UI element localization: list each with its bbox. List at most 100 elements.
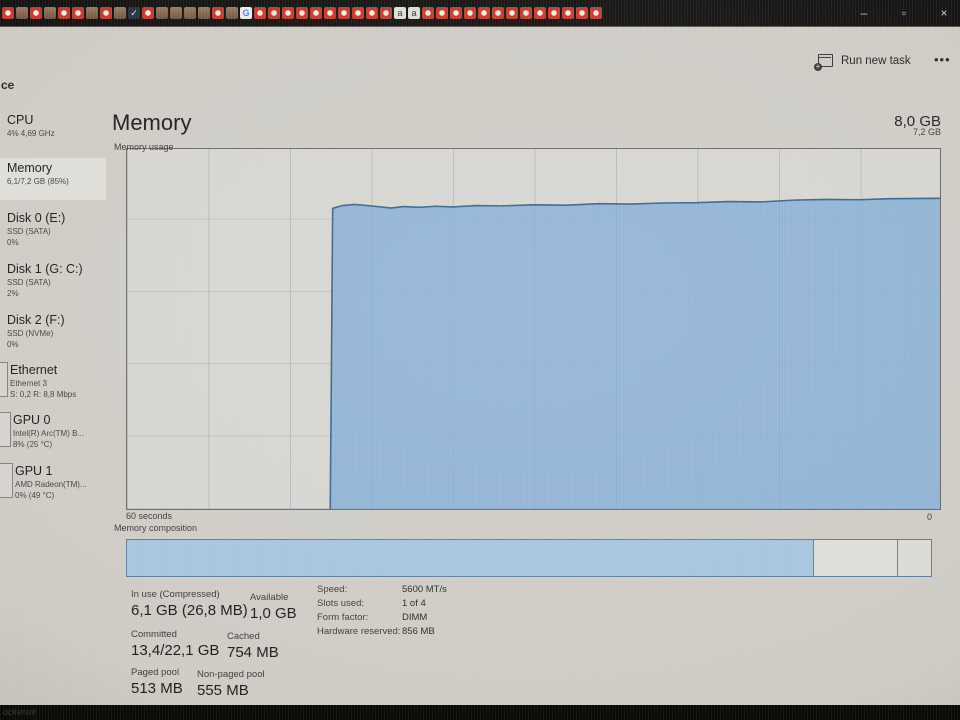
- mini-chart-edge: [0, 362, 8, 397]
- stat-paged-pool: Paged pool 513 MB: [131, 667, 183, 698]
- browser-tab-red-icon[interactable]: [282, 7, 294, 19]
- browser-tab-face-icon[interactable]: [198, 7, 210, 19]
- stat-value: 13,4/22,1 GB: [131, 642, 220, 659]
- stat-value: 555 MB: [197, 682, 249, 699]
- browser-tab-red-icon[interactable]: [464, 7, 476, 19]
- browser-tab-a-icon[interactable]: a: [408, 7, 420, 19]
- stat-label: Non-paged pool: [197, 669, 265, 680]
- sidebar-item-disk0[interactable]: Disk 0 (E:) SSD (SATA) 0%: [0, 208, 106, 251]
- browser-tab-red-icon[interactable]: [142, 7, 154, 19]
- performance-title-fragment: ce: [1, 78, 15, 92]
- sidebar-item-sub: 0%: [7, 340, 19, 349]
- sidebar-item-sub: 8% (25 °C): [13, 440, 53, 449]
- stat-committed: Committed 13,4/22,1 GB: [131, 629, 219, 660]
- sidebar-item-label: CPU: [7, 113, 34, 127]
- browser-tab-red-icon[interactable]: [58, 7, 70, 19]
- browser-tab-red-icon[interactable]: [296, 7, 308, 19]
- browser-tab-face-icon[interactable]: [86, 7, 98, 19]
- composition-segment-in-use: [127, 540, 815, 576]
- browser-tab-a-icon[interactable]: a: [394, 7, 406, 19]
- browser-tab-red-icon[interactable]: [268, 7, 280, 19]
- taskbar-strip: ockerwit: [0, 705, 960, 720]
- stat-label: In use (Compressed): [131, 589, 220, 600]
- total-memory-value: 8,0 GB: [894, 113, 941, 130]
- browser-tab-red-icon[interactable]: [576, 7, 588, 19]
- sidebar-item-gpu1[interactable]: GPU 1 AMD Radeon(TM)... 0% (49 °C): [0, 461, 106, 504]
- browser-tab-face-icon[interactable]: [170, 7, 182, 19]
- sidebar-item-sub: SSD (SATA): [7, 278, 51, 287]
- detail-label: Speed:: [317, 584, 348, 595]
- sidebar-item-sub: SSD (NVMe): [7, 329, 54, 338]
- stat-value: 754 MB: [227, 644, 279, 661]
- browser-tab-red-icon[interactable]: [72, 7, 84, 19]
- maximize-button[interactable]: ▫: [901, 6, 907, 20]
- browser-tab-red-icon[interactable]: [254, 7, 266, 19]
- browser-tab-red-icon[interactable]: [492, 7, 504, 19]
- browser-tab-red-icon[interactable]: [436, 7, 448, 19]
- browser-tab-red-icon[interactable]: [352, 7, 364, 19]
- stat-value: 513 MB: [131, 680, 183, 697]
- browser-tab-red-icon[interactable]: [520, 7, 532, 19]
- sidebar-item-memory[interactable]: Memory 6,1/7,2 GB (85%): [0, 158, 106, 200]
- sidebar-item-label: Disk 2 (F:): [7, 313, 65, 327]
- sidebar-item-sub: 0% (49 °C): [15, 491, 55, 500]
- detail-label: Hardware reserved:: [317, 626, 401, 637]
- detail-label: Form factor:: [317, 612, 369, 623]
- browser-tab-red-icon[interactable]: [562, 7, 574, 19]
- page-title: Memory: [112, 110, 192, 135]
- browser-tab-google-icon[interactable]: G: [240, 7, 252, 19]
- memory-composition-label: Memory composition: [114, 523, 198, 533]
- browser-tab-red-icon[interactable]: [534, 7, 546, 19]
- browser-tab-red-icon[interactable]: [310, 7, 322, 19]
- sidebar-item-sub: 6,1/7,2 GB (85%): [7, 177, 69, 186]
- mini-chart-edge: [0, 412, 11, 447]
- detail-value: DIMM: [402, 612, 428, 623]
- sidebar-item-disk2[interactable]: Disk 2 (F:) SSD (NVMe) 0%: [0, 310, 106, 353]
- stat-label: Available: [250, 592, 289, 603]
- more-options-button[interactable]: •••: [934, 52, 951, 67]
- browser-tab-red-icon[interactable]: [366, 7, 378, 19]
- sidebar-item-disk1[interactable]: Disk 1 (G: C:) SSD (SATA) 2%: [0, 259, 106, 302]
- sidebar-item-cpu[interactable]: CPU 4% 4,69 GHz: [0, 110, 106, 142]
- browser-tab-red-icon[interactable]: [212, 7, 224, 19]
- sidebar-item-label: Disk 1 (G: C:): [7, 262, 83, 276]
- browser-tab-red-icon[interactable]: [590, 7, 602, 19]
- browser-tab-red-icon[interactable]: [422, 7, 434, 19]
- browser-tab-red-icon[interactable]: [450, 7, 462, 19]
- detail-value: 5600 MT/s: [402, 584, 447, 595]
- browser-tab-face-icon[interactable]: [44, 7, 56, 19]
- stat-label: Cached: [227, 631, 260, 642]
- browser-tab-face-icon[interactable]: [226, 7, 238, 19]
- browser-tab-face-icon[interactable]: [156, 7, 168, 19]
- sidebar-item-sub: Ethernet 3: [10, 379, 47, 388]
- stat-value: 1,0 GB: [250, 605, 297, 622]
- minimize-button[interactable]: –: [860, 6, 868, 20]
- browser-tab-red-icon[interactable]: [30, 7, 42, 19]
- detail-hardware-reserved: Hardware reserved: 856 MB: [317, 626, 435, 638]
- browser-tab-red-icon[interactable]: [478, 7, 490, 19]
- browser-tab-red-icon[interactable]: [380, 7, 392, 19]
- browser-tab-red-icon[interactable]: [324, 7, 336, 19]
- stat-cached: Cached 754 MB: [227, 631, 279, 662]
- browser-tab-face-icon[interactable]: [184, 7, 196, 19]
- browser-tab-red-icon[interactable]: [2, 7, 14, 19]
- browser-tab-face-icon[interactable]: [16, 7, 28, 19]
- browser-tab-red-icon[interactable]: [548, 7, 560, 19]
- browser-tab-red-icon[interactable]: [100, 7, 112, 19]
- sidebar-item-sub: AMD Radeon(TM)...: [15, 480, 87, 489]
- browser-tab-red-icon[interactable]: [506, 7, 518, 19]
- run-new-task-button[interactable]: Run new task: [814, 54, 911, 71]
- detail-speed: Speed: 5600 MT/s: [317, 584, 447, 596]
- browser-tab-face-icon[interactable]: [114, 7, 126, 19]
- run-new-task-label: Run new task: [841, 54, 911, 67]
- detail-label: Slots used:: [317, 598, 364, 609]
- sidebar-item-ethernet[interactable]: Ethernet Ethernet 3 S: 0,2 R: 8,8 Mbps: [0, 360, 106, 403]
- sidebar-item-gpu0[interactable]: GPU 0 Intel(R) Arc(TM) B... 8% (25 °C): [0, 410, 106, 453]
- memory-usage-label: Memory usage: [114, 142, 174, 152]
- browser-tab-dark-icon[interactable]: ✓: [128, 7, 140, 19]
- close-button[interactable]: ×: [940, 6, 948, 20]
- sidebar-item-label: GPU 1: [15, 464, 53, 478]
- browser-tab-red-icon[interactable]: [338, 7, 350, 19]
